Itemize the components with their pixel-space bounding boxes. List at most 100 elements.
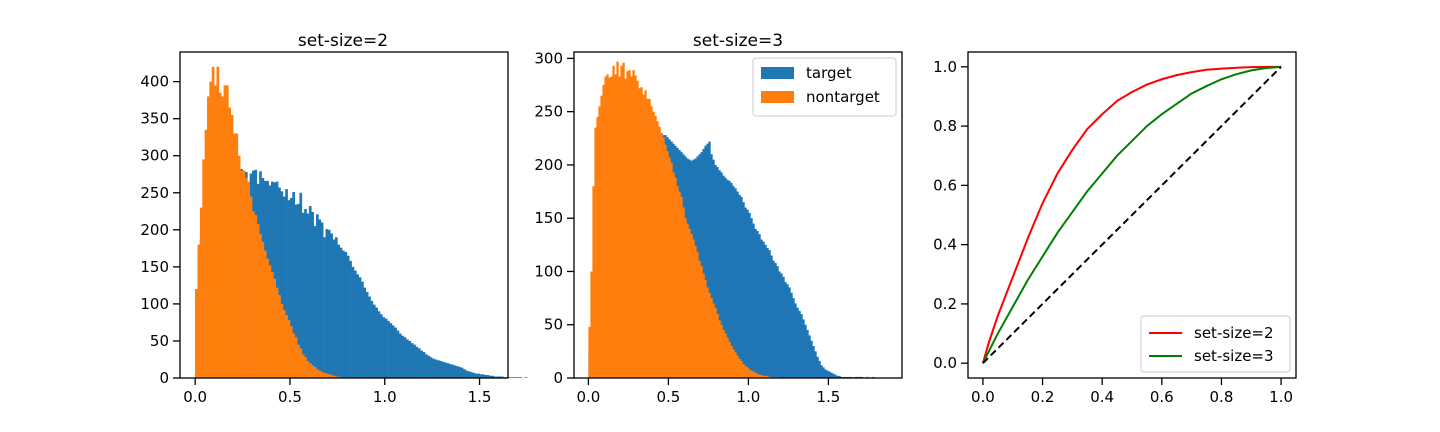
nontarget-bar [313,366,317,378]
nontarget-bar [668,157,671,378]
target-bar [800,314,803,378]
nontarget-bar [327,374,331,378]
nontarget-bar [700,266,703,378]
target-bar [776,266,779,378]
nontarget-bar [746,367,749,378]
axes-frame [967,51,1297,379]
target-bar [782,276,785,378]
nontarget-bar [596,116,599,378]
nontarget-bar [608,77,611,378]
target-bar [515,377,518,378]
nontarget-bar [197,244,201,378]
nontarget-bar [732,349,735,378]
target-bar [510,377,514,378]
target-bar [375,307,378,378]
nontarget-bar [766,375,769,378]
nontarget-bar [650,106,653,378]
nontarget-bar [716,314,719,378]
target-bar [748,212,751,378]
nontarget-bar [754,372,757,378]
target-bar [744,207,747,378]
nontarget-bar [268,265,272,378]
target-bar [814,351,817,378]
nontarget-bar [686,223,689,378]
y-tick-label: 0 [553,369,563,387]
nontarget-bar [301,354,305,378]
y-tick-label: 0.8 [933,117,957,135]
nontarget-bar [318,370,322,378]
target-bar [836,375,839,378]
nontarget-bar [620,65,623,378]
nontarget-bar [718,320,721,378]
target-bar [316,214,319,378]
target-bar [306,213,310,378]
nontarget-bar [708,292,711,378]
nontarget-bar [658,126,661,378]
target-bar [436,360,440,378]
nontarget-bar [320,372,324,378]
target-bar [712,159,715,378]
target-bar [289,197,293,378]
target-bar [834,374,837,378]
nontarget-bar [614,74,617,378]
nontarget-bar [676,186,679,378]
legend: set-size=2 set-size=3 [1140,315,1291,373]
nontarget-bar [702,273,705,378]
target-bar [297,203,300,378]
nontarget-bar [644,90,647,379]
nontarget-bar [756,373,759,378]
target-bar [280,191,284,378]
target-bar [498,376,502,378]
nontarget-bar [662,137,665,378]
nontarget-bar [648,98,651,378]
target-bar [500,376,504,378]
target-bar [828,371,831,378]
nontarget-bar [730,346,733,378]
nontarget-bar [758,374,761,378]
nontarget-bar [752,371,755,378]
nontarget-bar [304,357,307,378]
y-tick-label: 350 [140,110,169,128]
target-bar [403,337,407,378]
nontarget-bar [263,250,267,378]
nontarget-bar [285,315,288,378]
y-tick-label: 150 [140,258,169,276]
nontarget-bar [247,181,250,378]
nontarget-bar [678,191,681,378]
target-legend-swatch [761,67,794,79]
nontarget-bar [672,172,675,378]
target-bar [512,377,516,378]
nontarget-bar [762,375,765,378]
target-bar [462,369,466,378]
nontarget-histogram [588,61,779,379]
target-bar [770,255,773,378]
target-bar [486,375,490,378]
target-bar [790,292,793,378]
target-bar [320,222,324,378]
target-bar [762,241,765,378]
target-bar [429,357,433,378]
nontarget-bar [306,360,310,378]
target-bar [784,282,787,378]
nontarget-bar [311,365,314,378]
target-bar [708,141,711,378]
target-bar [766,248,769,378]
target-bar [738,194,741,378]
nontarget-bar [221,96,224,379]
set2-legend-label: set-size=2 [1194,324,1274,342]
target-bar [401,335,405,378]
histogram-set-size-3: set-size=3 0.0 0.5 1.0 1.5 0 50 100 150 200 250 30… [534,31,903,406]
target-bar [754,228,757,378]
nontarget-bar [652,111,655,379]
target-bar [410,343,414,378]
target-bar [736,191,739,378]
target-bar [396,330,400,378]
target-bar [275,181,279,378]
target-bar [323,237,326,378]
target-bar [441,361,445,378]
y-tick-label: 300 [534,49,563,67]
nontarget-bar [594,127,597,378]
target-bar [356,274,359,378]
nontarget-bar [632,70,635,378]
target-bar [477,373,480,378]
